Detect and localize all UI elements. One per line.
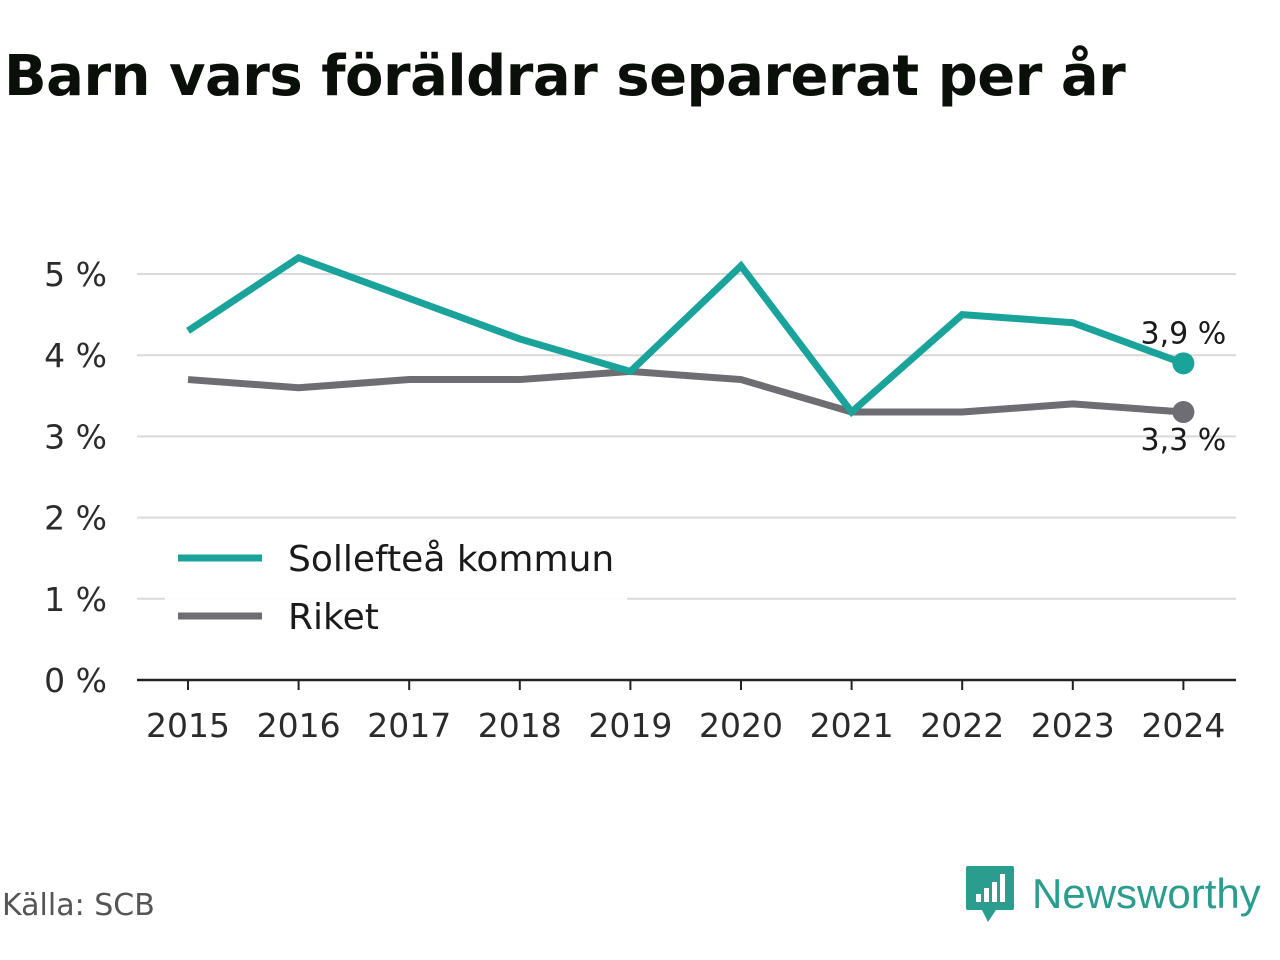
y-tick-label: 5 % <box>44 255 107 294</box>
series-line <box>187 367 1184 416</box>
brand-name: Newsworthy <box>1032 870 1261 917</box>
y-tick-label: 3 % <box>44 417 107 456</box>
newsworthy-logo-icon <box>966 866 1014 922</box>
x-tick-label: 2018 <box>478 706 562 745</box>
x-tick-label: 2015 <box>146 706 230 745</box>
series-lines: 3,9 % 3,3 % <box>186 253 1227 458</box>
x-axis: 2015 2016 2017 2018 2019 2020 2021 2022 2023 2024 <box>137 678 1236 745</box>
legend-background <box>165 528 627 648</box>
chart-title: Barn vars föräldrar separerat per år <box>4 44 1126 109</box>
data-label: 3,3 % <box>1141 423 1227 458</box>
x-tick-label: 2017 <box>367 706 451 745</box>
data-label: 3,9 % <box>1141 316 1227 351</box>
y-tick-label: 1 % <box>44 580 107 619</box>
y-tick-label: 4 % <box>44 336 107 375</box>
x-tick-label: 2022 <box>920 706 1004 745</box>
brand-logo: Newsworthy <box>964 864 1261 924</box>
source-note: Källa: SCB <box>2 888 155 923</box>
x-tick-label: 2020 <box>699 706 783 745</box>
series-end-point <box>1172 352 1195 375</box>
y-tick-label: 2 % <box>44 499 107 538</box>
series-end-point <box>1172 401 1195 424</box>
x-tick-label: 2024 <box>1141 706 1225 745</box>
legend: Sollefteå kommun Riket <box>165 528 627 648</box>
series-line <box>186 253 1185 418</box>
x-tick-label: 2016 <box>257 706 341 745</box>
legend-label: Riket <box>288 597 379 638</box>
legend-label: Sollefteå kommun <box>288 539 614 580</box>
x-tick-label: 2021 <box>810 706 894 745</box>
y-axis: 0 % 1 % 2 % 3 % 4 % 5 % <box>44 255 107 700</box>
x-tick-label: 2019 <box>588 706 672 745</box>
y-tick-label: 0 % <box>44 661 107 700</box>
x-tick-label: 2023 <box>1031 706 1115 745</box>
